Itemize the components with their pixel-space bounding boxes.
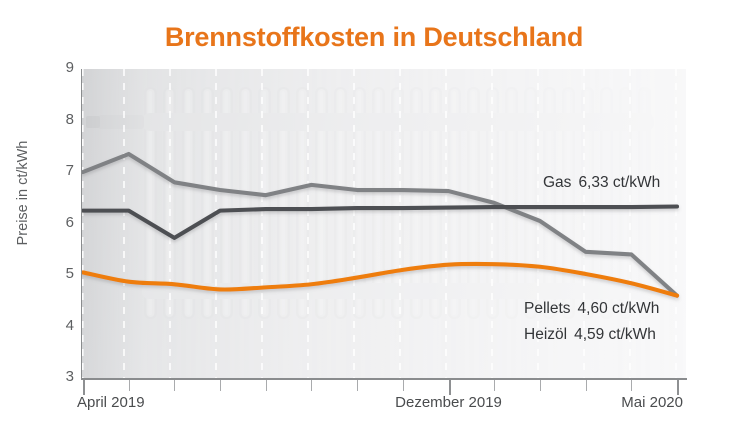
x-axis-tick	[311, 380, 313, 391]
x-axis-tick	[128, 380, 130, 391]
annotation-heizoel-label: Heizöl	[524, 326, 568, 343]
y-tick-label: 5	[65, 265, 74, 282]
x-axis-tick	[631, 380, 633, 391]
annotation-pellets-label: Pellets	[524, 300, 571, 317]
x-tick-label: April 2019	[77, 394, 145, 411]
y-tick-label: 8	[65, 110, 74, 128]
plot-area	[82, 69, 686, 378]
x-axis-line	[81, 378, 687, 380]
x-axis-tick	[357, 380, 359, 391]
vertical-gridlines	[82, 69, 677, 378]
x-axis-tick	[677, 380, 679, 395]
y-tick-label: 6	[65, 213, 74, 231]
x-axis-tick	[448, 380, 451, 395]
annotation-pellets-value: 4,60 ct/kWh	[577, 300, 660, 317]
x-axis-tick	[174, 380, 176, 391]
data-series-layer	[82, 151, 680, 298]
x-axis-tick	[585, 380, 587, 391]
y-tick-label: 9	[65, 59, 74, 76]
annotation-gas-value: 6,33 ct/kWh	[578, 174, 661, 191]
series-line-pellets	[82, 261, 680, 298]
x-axis-tick	[402, 380, 404, 391]
x-axis-tick	[265, 380, 267, 391]
x-tick-label: Dezember 2019	[395, 394, 502, 411]
annotation-heizoel-value: 4,59 ct/kWh	[574, 326, 656, 343]
series-line-gas	[82, 151, 680, 298]
y-axis-ticks: 3 4 5 6 7 8 9	[44, 0, 74, 421]
y-tick-label: 4	[65, 316, 74, 334]
x-axis-tick	[539, 380, 541, 391]
page-title: Brennstoffkosten in Deutschland	[164, 22, 584, 52]
series-line-heizoel	[82, 204, 680, 240]
x-axis-tick	[83, 380, 85, 395]
x-tick-label: Mai 2020	[621, 394, 683, 411]
annotation-gas-label: Gas	[543, 174, 572, 191]
y-tick-label: 3	[65, 368, 74, 385]
x-axis-tick	[220, 380, 222, 391]
annotation-gas: Gas 6,33 ct/kWh	[543, 174, 660, 192]
annotation-pellets: Pellets 4,60 ct/kWh	[524, 300, 659, 318]
y-tick-label: 7	[65, 162, 74, 179]
annotation-heizoel: Heizöl 4,59 ct/kWh	[524, 326, 656, 344]
x-axis-tick	[494, 380, 496, 391]
